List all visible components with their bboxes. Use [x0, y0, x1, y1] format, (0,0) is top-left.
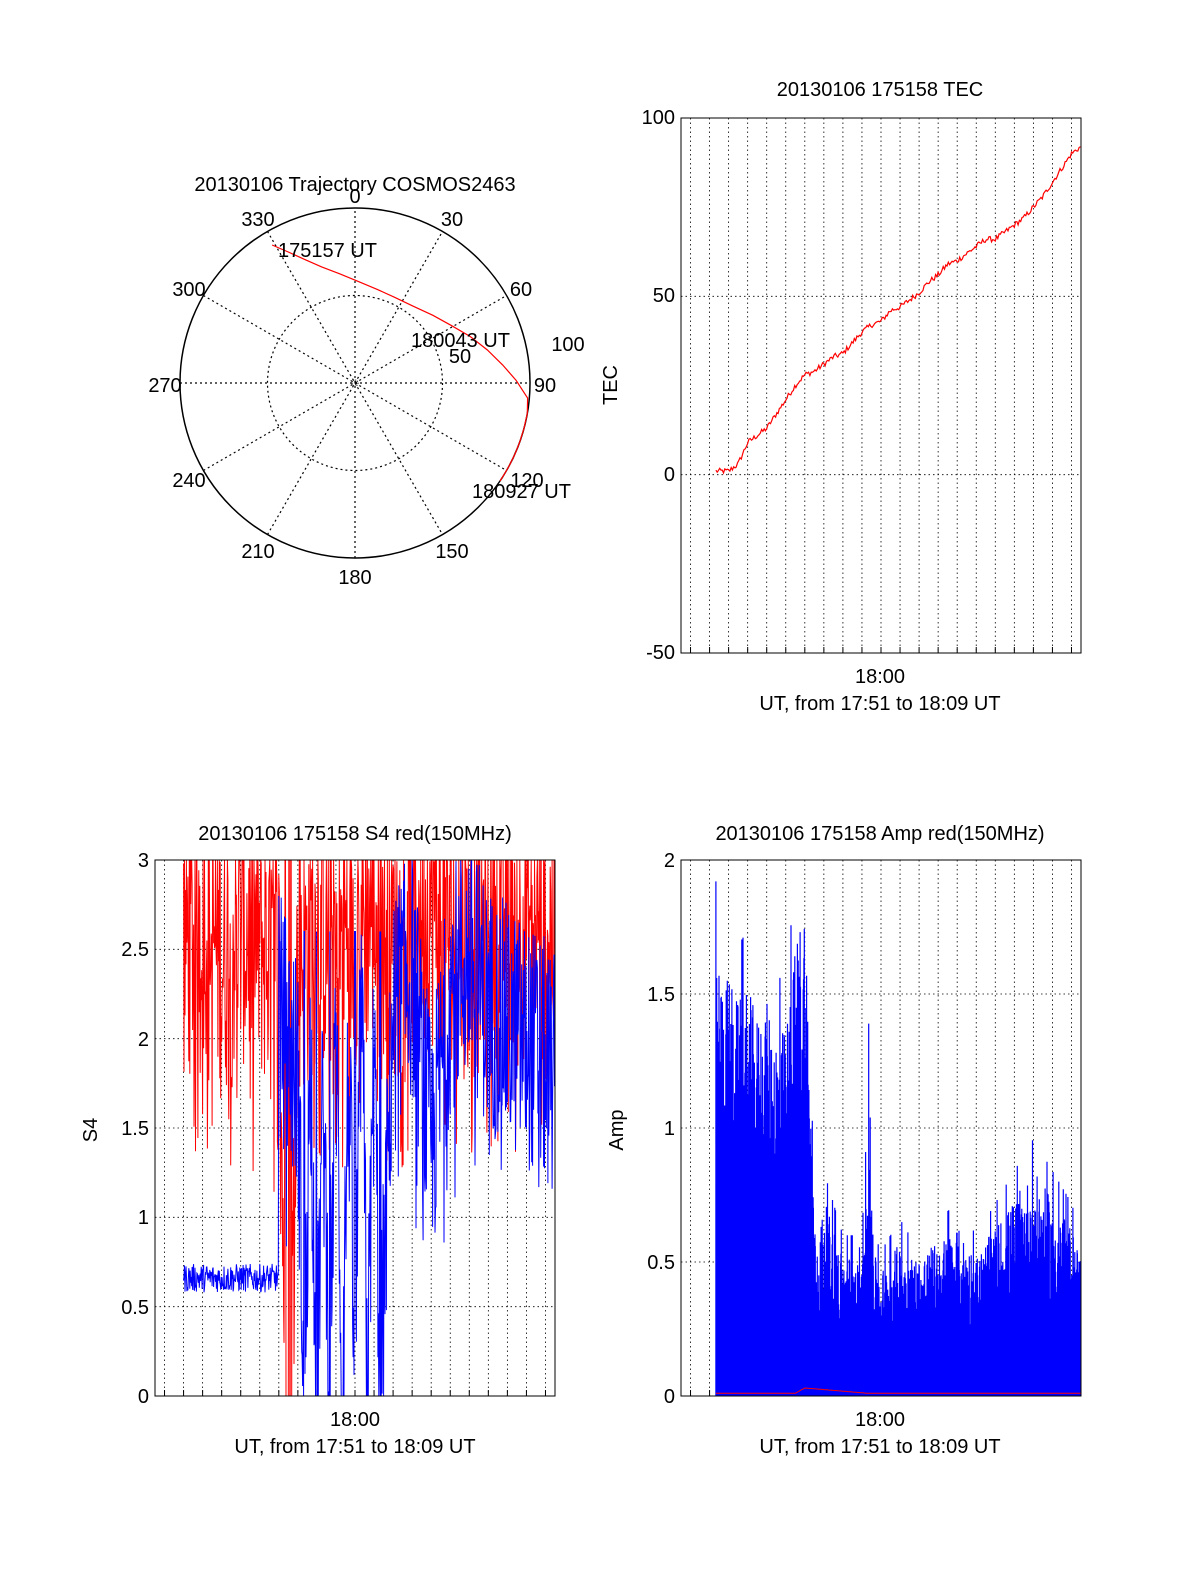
- polar-angle-label: 210: [241, 541, 274, 563]
- s4-panel: 20130106 175158 S4 red(150MHz) 0 0.5 1 1…: [80, 823, 556, 1458]
- tec-plot-frame: [680, 117, 1082, 654]
- tec-panel: 20130106 175158 TEC -50 0 50 100 TEC 18:…: [600, 79, 1082, 715]
- tec-series-line: [715, 146, 1081, 475]
- polar-angle-label: 90: [534, 375, 556, 397]
- s4-ytick: 0: [138, 1386, 149, 1408]
- tec-ytick: 100: [642, 107, 675, 129]
- amp-red-series-line: [715, 1387, 1081, 1394]
- polar-angle-label: 240: [172, 470, 205, 492]
- s4-ylabel: S4: [80, 1118, 102, 1142]
- polar-angle-label: 330: [241, 209, 274, 231]
- polar-grid-circle-50: [266, 294, 444, 472]
- tec-ytick: -50: [646, 642, 675, 664]
- polar-angle-label: 270: [148, 375, 181, 397]
- polar-angle-label: 150: [435, 541, 468, 563]
- amp-xtick: 18:00: [855, 1409, 905, 1431]
- amp-ytick: 0: [664, 1386, 675, 1408]
- tec-title: 20130106 175158 TEC: [777, 79, 983, 101]
- s4-ytick: 2: [138, 1029, 149, 1051]
- polar-grid: [180, 208, 530, 558]
- amp-ytick: 2: [664, 850, 675, 872]
- s4-title: 20130106 175158 S4 red(150MHz): [198, 823, 512, 845]
- tec-ytick: 50: [653, 285, 675, 307]
- tec-xtick: 18:00: [855, 666, 905, 688]
- s4-plot-frame: [154, 859, 556, 1397]
- amp-y-ticks: 0 0.5 1 1.5 2: [647, 850, 675, 1408]
- s4-xlabel: UT, from 17:51 to 18:09 UT: [234, 1436, 475, 1458]
- polar-angle-label: 300: [172, 279, 205, 301]
- tec-ylabel: TEC: [600, 365, 622, 405]
- polar-outer-circle: [179, 207, 531, 559]
- amp-xlabel: UT, from 17:51 to 18:09 UT: [759, 1436, 1000, 1458]
- amp-title: 20130106 175158 Amp red(150MHz): [715, 823, 1044, 845]
- polar-angle-label: 120: [510, 470, 543, 492]
- polar-panel: 20130106 Trajectory COSMOS2463 0 30 60 90 12…: [148, 174, 584, 589]
- trajectory-start-label: 175157 UT: [278, 240, 377, 262]
- polar-angle-label: 180: [338, 567, 371, 589]
- s4-ytick: 1.5: [121, 1118, 149, 1140]
- s4-y-ticks: 0 0.5 1 1.5 2 2.5 3: [121, 850, 149, 1408]
- polar-angle-labels: 0 30 60 90 120 150 180 210 240 270 300 330: [148, 186, 556, 589]
- s4-ytick: 0.5: [121, 1297, 149, 1319]
- amp-plot-frame: [680, 859, 1082, 1397]
- amp-ytick: 1: [664, 1118, 675, 1140]
- polar-angle-label: 0: [349, 186, 360, 208]
- s4-red-series-line: [183, 859, 556, 1397]
- tec-xlabel: UT, from 17:51 to 18:09 UT: [759, 693, 1000, 715]
- s4-ytick: 2.5: [121, 939, 149, 961]
- polar-radial-label-100: 100: [551, 334, 584, 356]
- trajectory-end-label: 180927 UT: [472, 481, 571, 503]
- tec-y-ticks: -50 0 50 100: [642, 107, 675, 664]
- s4-grid: [155, 860, 555, 1396]
- polar-title: 20130106 Trajectory COSMOS2463: [194, 174, 515, 196]
- trajectory-line: [271, 244, 529, 482]
- polar-angle-label: 60: [510, 279, 532, 301]
- s4-ytick: 3: [138, 850, 149, 872]
- tec-ytick: 0: [664, 464, 675, 486]
- amp-blue-bars: [715, 881, 1082, 1396]
- tec-grid: [681, 118, 1081, 653]
- amp-ytick: 0.5: [647, 1252, 675, 1274]
- amp-panel: 20130106 175158 Amp red(150MHz) 0 0.5 1 …: [606, 823, 1082, 1458]
- amp-ytick: 1.5: [647, 984, 675, 1006]
- polar-spoke: [266, 231, 444, 535]
- polar-angle-label: 30: [441, 209, 463, 231]
- s4-xtick: 18:00: [330, 1409, 380, 1431]
- amp-ylabel: Amp: [606, 1109, 628, 1150]
- trajectory-mid-label: 180043 UT: [411, 330, 510, 352]
- s4-blue-series-line: [183, 859, 556, 1397]
- amp-blue-series-fill: [715, 881, 1082, 1396]
- polar-radial-label-50: 50: [449, 346, 471, 368]
- s4-ytick: 1: [138, 1207, 149, 1229]
